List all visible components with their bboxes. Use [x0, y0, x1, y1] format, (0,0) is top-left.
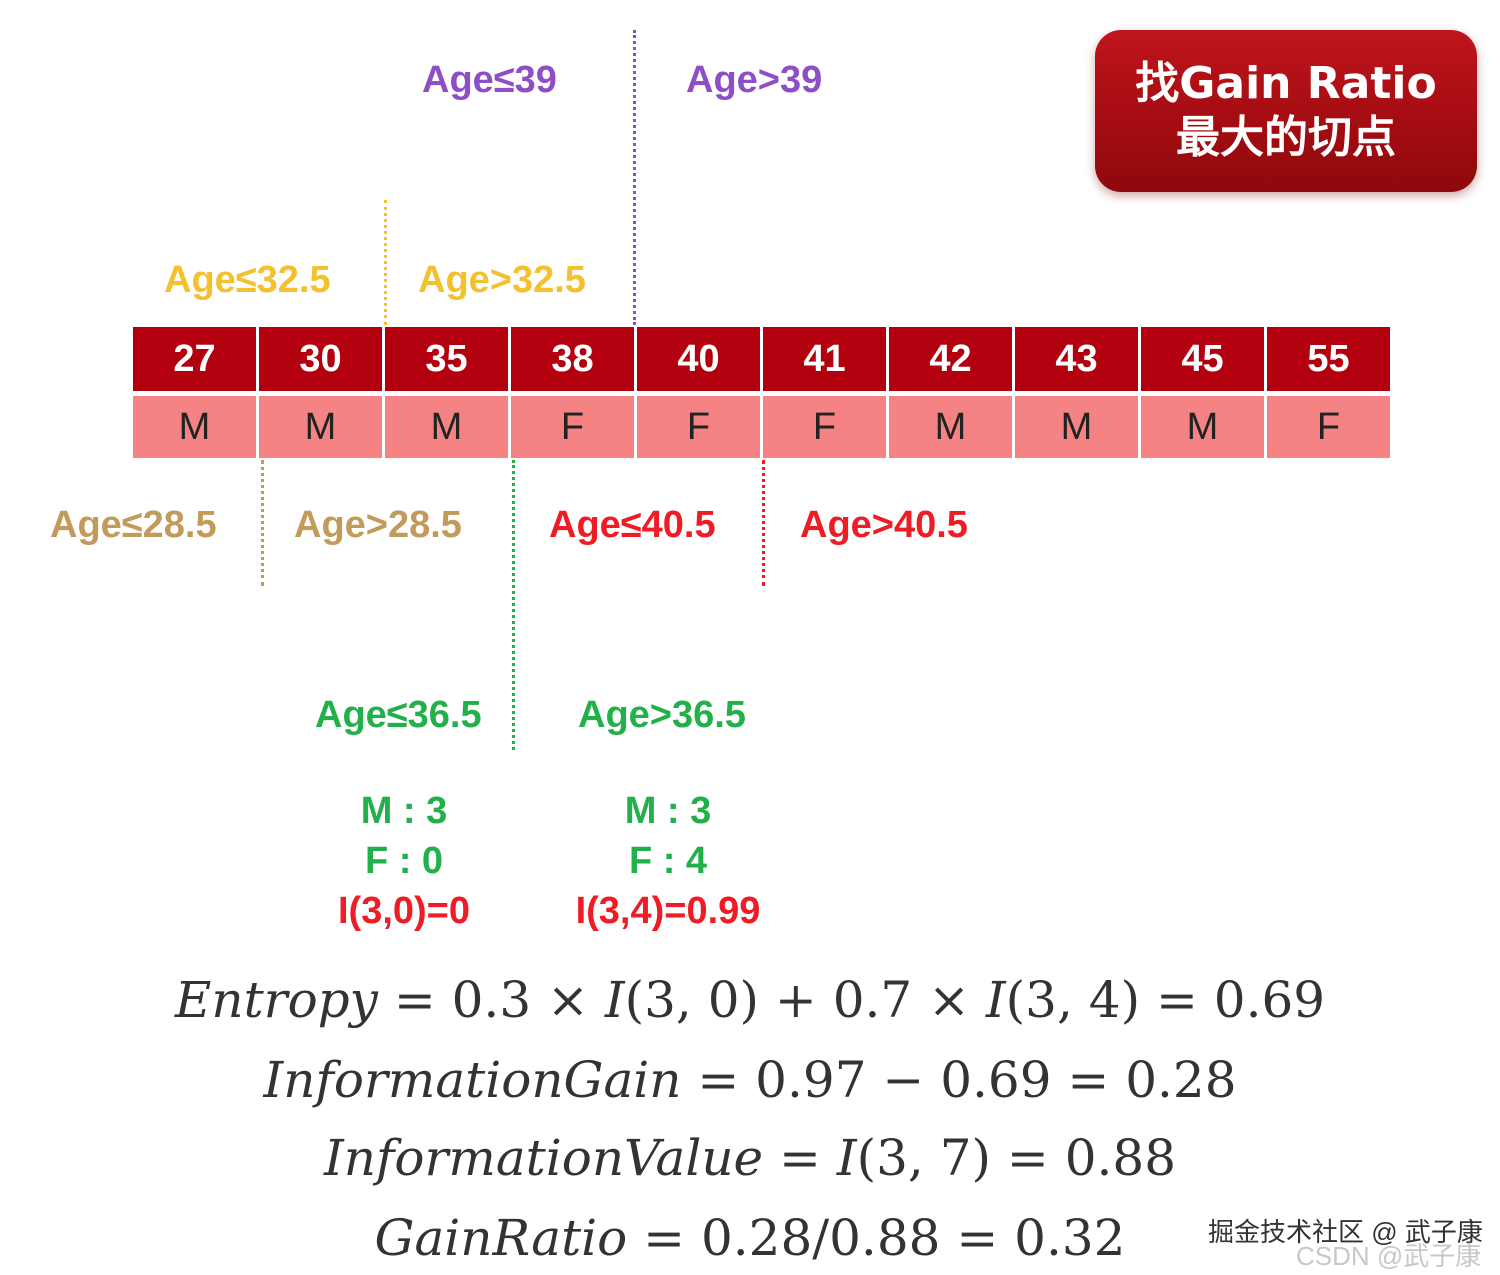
- split-39-left-label: Age≤39: [422, 59, 557, 101]
- age-cell: 38: [511, 327, 634, 391]
- left-m-count: M : 3: [360, 790, 448, 832]
- left-info: I(3,0)=0: [337, 890, 471, 932]
- gain-name: InformationGain: [263, 1051, 682, 1109]
- value-name: InformationValue: [323, 1129, 764, 1187]
- value-i: I: [836, 1129, 857, 1187]
- split-32-5-left-label: Age≤32.5: [164, 259, 331, 301]
- sex-cell: F: [637, 396, 760, 458]
- entropy-expr-3: (3, 4) = 0.69: [1005, 971, 1326, 1029]
- split-28-5-right-label: Age>28.5: [294, 504, 462, 546]
- sex-cell: M: [133, 396, 256, 458]
- split-28-5-left-label: Age≤28.5: [50, 504, 217, 546]
- age-cell: 41: [763, 327, 886, 391]
- entropy-i-1: I: [604, 971, 625, 1029]
- age-cell: 43: [1015, 327, 1138, 391]
- sex-cell: M: [385, 396, 508, 458]
- sex-row: M M M F F F M M M F: [133, 396, 1390, 458]
- split-line-36-5: [512, 460, 515, 750]
- age-cell: 40: [637, 327, 760, 391]
- gain-ratio-formula: GainRatio = 0.28/0.88 = 0.32: [0, 1208, 1500, 1268]
- information-value-formula: InformationValue = I(3, 7) = 0.88: [0, 1128, 1500, 1188]
- split-40-5-left-label: Age≤40.5: [549, 504, 716, 546]
- split-line-39: [633, 30, 636, 325]
- entropy-name: Entropy: [174, 971, 378, 1029]
- badge-line-1: 找Gain Ratio: [1135, 58, 1437, 109]
- sex-cell: F: [763, 396, 886, 458]
- split-36-5-right-label: Age>36.5: [578, 694, 746, 736]
- split-40-5-right-label: Age>40.5: [800, 504, 968, 546]
- badge-line-2: 最大的切点: [1176, 112, 1396, 163]
- split-line-28-5: [261, 460, 264, 586]
- right-m-count: M : 3: [624, 790, 712, 832]
- ratio-name: GainRatio: [374, 1209, 628, 1267]
- value-expr-1: =: [763, 1129, 837, 1187]
- sex-cell: M: [1015, 396, 1138, 458]
- split-32-5-right-label: Age>32.5: [418, 259, 586, 301]
- gain-expr: = 0.97 − 0.69 = 0.28: [681, 1051, 1237, 1109]
- information-gain-formula: InformationGain = 0.97 − 0.69 = 0.28: [0, 1050, 1500, 1110]
- left-stats: M : 3 F : 0 I(3,0)=0: [304, 786, 504, 936]
- sex-cell: F: [511, 396, 634, 458]
- entropy-formula: Entropy = 0.3 × I(3, 0) + 0.7 × I(3, 4) …: [0, 970, 1500, 1030]
- split-line-32-5: [384, 200, 387, 325]
- left-f-count: F : 0: [364, 840, 444, 882]
- split-39-right-label: Age>39: [686, 59, 823, 101]
- age-cell: 42: [889, 327, 1012, 391]
- value-expr-2: (3, 7) = 0.88: [856, 1129, 1177, 1187]
- sex-cell: F: [1267, 396, 1390, 458]
- split-line-40-5: [762, 460, 765, 586]
- sex-cell: M: [259, 396, 382, 458]
- ratio-expr: = 0.28/0.88 = 0.32: [627, 1209, 1126, 1267]
- watermark-juejin: 掘金技术社区 @ 武子康: [1208, 1217, 1483, 1247]
- sex-cell: M: [1141, 396, 1264, 458]
- right-f-count: F : 4: [628, 840, 708, 882]
- age-cell: 45: [1141, 327, 1264, 391]
- watermark-csdn: CSDN @武子康: [1296, 1241, 1482, 1271]
- age-row: 27 30 35 38 40 41 42 43 45 55: [133, 327, 1390, 391]
- title-badge: 找Gain Ratio 最大的切点: [1095, 30, 1477, 192]
- right-stats: M : 3 F : 4 I(3,4)=0.99: [548, 786, 788, 936]
- entropy-i-2: I: [985, 971, 1006, 1029]
- age-cell: 35: [385, 327, 508, 391]
- age-cell: 30: [259, 327, 382, 391]
- entropy-expr-2: (3, 0) + 0.7 ×: [624, 971, 986, 1029]
- right-info: I(3,4)=0.99: [575, 890, 761, 932]
- split-36-5-left-label: Age≤36.5: [315, 694, 482, 736]
- entropy-expr-1: = 0.3 ×: [377, 971, 605, 1029]
- sex-cell: M: [889, 396, 1012, 458]
- age-cell: 27: [133, 327, 256, 391]
- age-cell: 55: [1267, 327, 1390, 391]
